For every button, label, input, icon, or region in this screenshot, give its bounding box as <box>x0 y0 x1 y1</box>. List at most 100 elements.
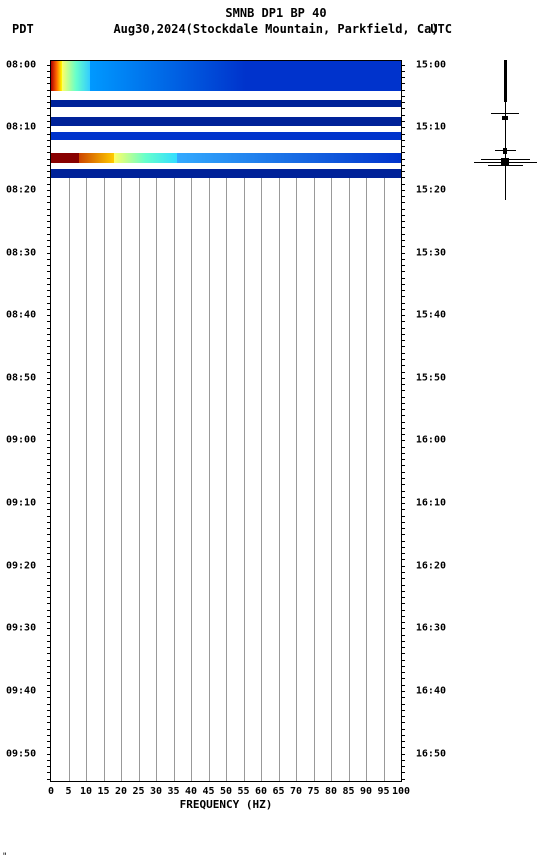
x-tick-label: 80 <box>325 786 337 797</box>
minor-tick <box>401 140 405 141</box>
minor-tick <box>401 628 405 629</box>
minor-tick <box>401 516 405 517</box>
minor-tick <box>401 747 405 748</box>
minor-tick <box>47 321 51 322</box>
minor-tick <box>401 528 405 529</box>
minor-tick <box>401 597 405 598</box>
minor-tick <box>401 221 405 222</box>
minor-tick <box>47 484 51 485</box>
minor-tick <box>47 303 51 304</box>
minor-tick <box>401 635 405 636</box>
minor-tick <box>401 472 405 473</box>
minor-tick <box>401 760 405 761</box>
minor-tick <box>47 234 51 235</box>
minor-tick <box>401 284 405 285</box>
x-tick-label: 55 <box>237 786 249 797</box>
minor-tick <box>47 240 51 241</box>
minor-tick <box>401 102 405 103</box>
minor-tick <box>47 516 51 517</box>
minor-tick <box>47 353 51 354</box>
minor-tick <box>401 585 405 586</box>
minor-tick <box>401 622 405 623</box>
minor-tick <box>47 459 51 460</box>
minor-tick <box>401 415 405 416</box>
spectrogram-hotspot <box>177 153 401 163</box>
x-tick-label: 30 <box>150 786 162 797</box>
minor-tick <box>47 196 51 197</box>
minor-tick <box>401 202 405 203</box>
minor-tick <box>47 691 51 692</box>
y-tick-right: 16:20 <box>416 560 446 571</box>
minor-tick <box>47 547 51 548</box>
minor-tick <box>47 553 51 554</box>
minor-tick <box>401 641 405 642</box>
x-tick-label: 50 <box>220 786 232 797</box>
minor-tick <box>47 710 51 711</box>
minor-tick <box>401 108 405 109</box>
minor-tick <box>47 779 51 780</box>
minor-tick <box>47 503 51 504</box>
minor-tick <box>401 541 405 542</box>
minor-tick <box>47 585 51 586</box>
minor-tick <box>401 566 405 567</box>
minor-tick <box>47 415 51 416</box>
y-tick-right: 16:40 <box>416 686 446 697</box>
spectrogram-band <box>51 153 401 163</box>
x-tick-label: 85 <box>342 786 354 797</box>
minor-tick <box>47 328 51 329</box>
y-tick-right: 16:50 <box>416 748 446 759</box>
minor-tick <box>47 384 51 385</box>
minor-tick <box>47 635 51 636</box>
minor-tick <box>401 271 405 272</box>
minor-tick <box>401 779 405 780</box>
y-tick-right: 15:00 <box>416 59 446 70</box>
minor-tick <box>47 271 51 272</box>
minor-tick <box>401 772 405 773</box>
x-axis-label: FREQUENCY (HZ) <box>51 798 401 811</box>
minor-tick <box>401 616 405 617</box>
y-tick-left: 09:40 <box>6 686 36 697</box>
minor-tick <box>401 227 405 228</box>
minor-tick <box>401 290 405 291</box>
x-tick-label: 75 <box>307 786 319 797</box>
minor-tick <box>401 359 405 360</box>
minor-tick <box>47 641 51 642</box>
timezone-right-label: UTC <box>430 22 452 36</box>
x-tick-label: 35 <box>167 786 179 797</box>
y-tick-left: 08:00 <box>6 59 36 70</box>
minor-tick <box>401 77 405 78</box>
trace-spike <box>491 113 519 114</box>
minor-tick <box>401 553 405 554</box>
minor-tick <box>401 465 405 466</box>
amplitude-trace <box>470 60 540 200</box>
minor-tick <box>401 522 405 523</box>
minor-tick <box>401 591 405 592</box>
minor-tick <box>401 754 405 755</box>
minor-tick <box>401 240 405 241</box>
spectrogram-hotspot <box>51 153 79 163</box>
minor-tick <box>401 127 405 128</box>
minor-tick <box>401 403 405 404</box>
spectrogram-band <box>51 117 401 126</box>
minor-tick <box>401 735 405 736</box>
minor-tick <box>47 754 51 755</box>
minor-tick <box>47 534 51 535</box>
x-tick-label: 95 <box>377 786 389 797</box>
minor-tick <box>47 202 51 203</box>
minor-tick <box>401 265 405 266</box>
trace-spike <box>488 165 523 166</box>
minor-tick <box>401 321 405 322</box>
minor-tick <box>401 610 405 611</box>
minor-tick <box>47 472 51 473</box>
minor-tick <box>47 409 51 410</box>
minor-tick <box>401 353 405 354</box>
spectrogram-plot: FREQUENCY (HZ) 0510152025303540455055606… <box>50 60 402 782</box>
minor-tick <box>47 647 51 648</box>
minor-tick <box>401 121 405 122</box>
minor-tick <box>47 491 51 492</box>
minor-tick <box>47 340 51 341</box>
minor-tick <box>47 772 51 773</box>
minor-tick <box>47 672 51 673</box>
minor-tick <box>47 359 51 360</box>
minor-tick <box>47 716 51 717</box>
